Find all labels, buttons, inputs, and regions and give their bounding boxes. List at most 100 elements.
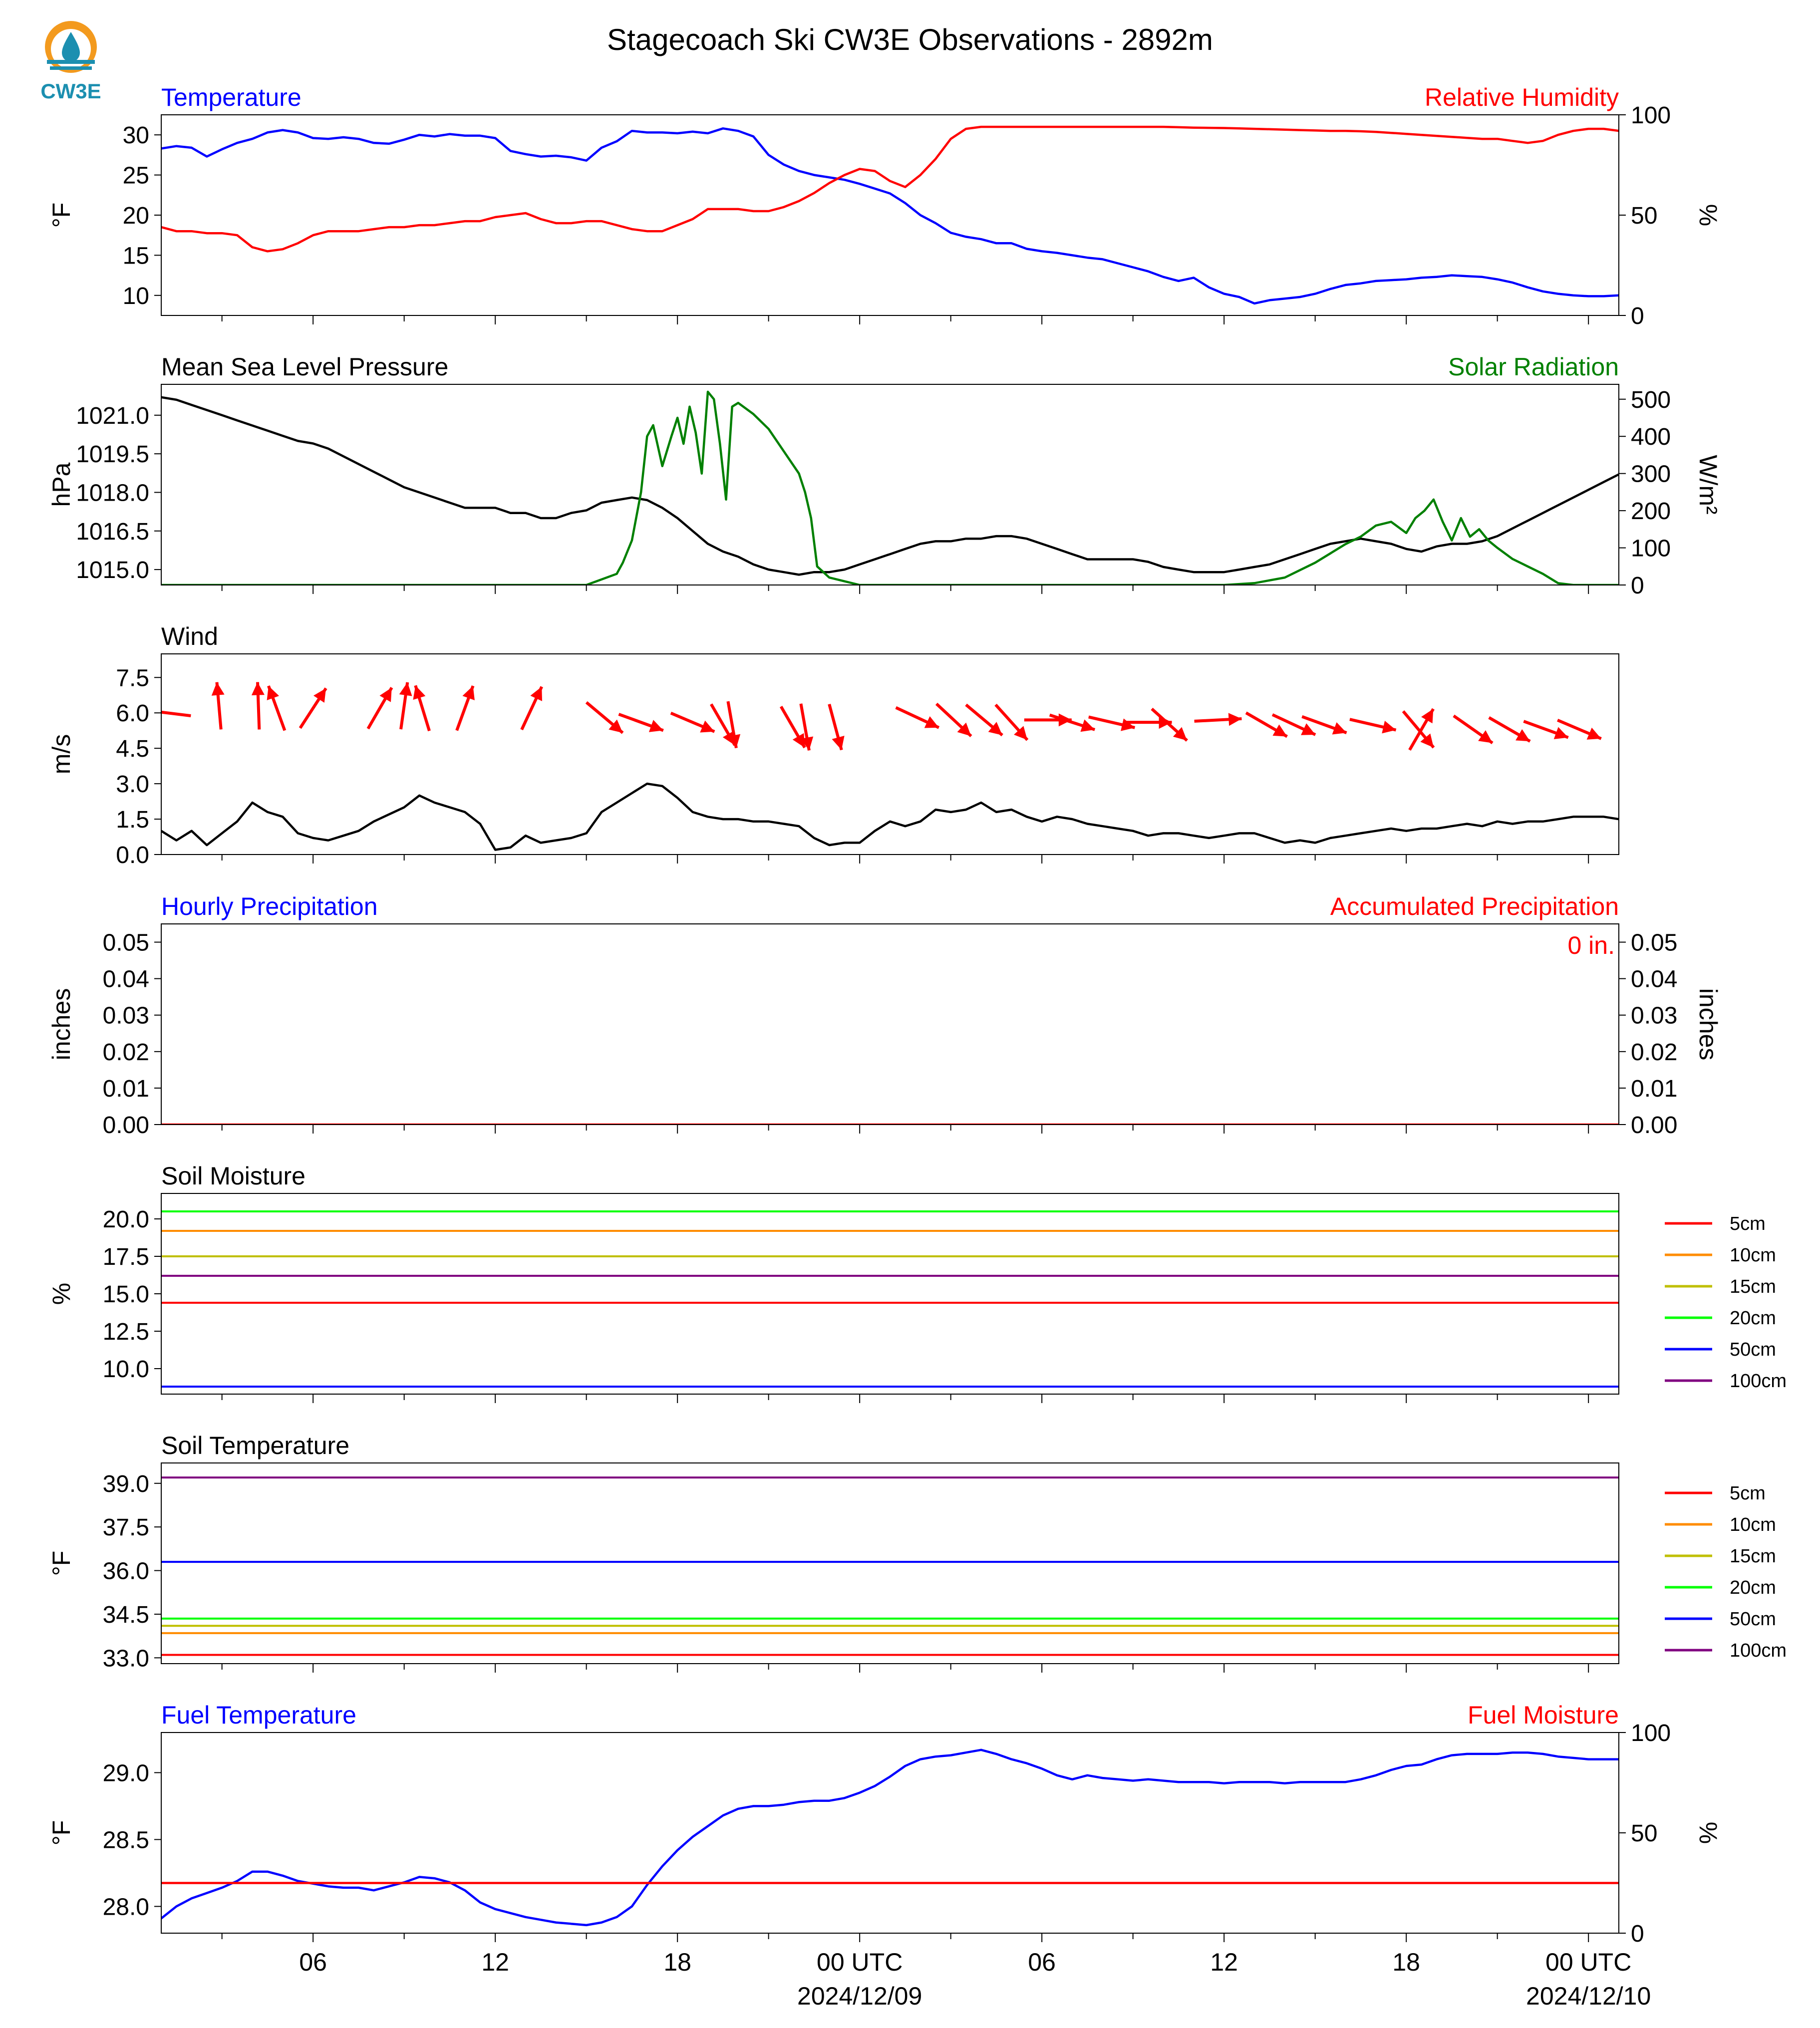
time-tick-label: 00 UTC (1545, 1948, 1631, 1976)
y-axis-label: °F (47, 1551, 75, 1576)
y-tick-label: 34.5 (103, 1602, 149, 1628)
y2-axis-label: inches (1694, 988, 1722, 1061)
time-tick-label: 18 (663, 1948, 691, 1976)
panel-data-fuel (161, 1748, 1619, 1927)
cw3e-logo: CW3E (40, 21, 101, 103)
time-date-label: 2024/12/10 (1526, 1982, 1651, 2010)
y-tick-label: 25 (123, 163, 149, 189)
wind-arrow (399, 682, 412, 730)
y-tick-label: 30 (123, 122, 149, 149)
y-tick-label: 29.0 (103, 1760, 149, 1786)
wind-arrow (994, 703, 1029, 741)
wind-arrow-head (1080, 719, 1095, 732)
panel-fuel: Fuel Temperature Fuel Moisture 28.0 28.5 29.… (47, 1701, 1722, 1947)
figure-title: Stagecoach Ski CW3E Observations - 2892m (607, 23, 1213, 56)
wind-arrow-head (1173, 727, 1187, 741)
wind-arrow (520, 686, 543, 731)
panel-title-left: Hourly Precipitation (161, 892, 378, 920)
y-tick-label: 1.5 (116, 807, 149, 833)
wind-arrow (1049, 713, 1096, 732)
panel-title-left: Soil Moisture (161, 1162, 305, 1190)
panel-frame (161, 384, 1619, 585)
y-axis-label: inches (47, 988, 75, 1061)
wind-arrow-head (608, 719, 623, 733)
wind-arrow (779, 705, 806, 749)
legend-label: 20cm (1730, 1577, 1776, 1598)
wind-arrow (413, 685, 431, 732)
y2-tick-label: 0.02 (1631, 1039, 1677, 1066)
panel-wind: Wind 0.0 1.5 3.0 4.5 6.0 7.5 m/s (47, 622, 1619, 869)
legend-item: 15cm (1665, 1276, 1776, 1297)
wind-arrow (726, 701, 741, 749)
y-tick-label: 20.0 (103, 1206, 149, 1233)
wind-arrow-head (1272, 724, 1287, 737)
wind-arrow-head (530, 686, 543, 701)
legend-label: 15cm (1730, 1546, 1776, 1567)
y-tick-label: 1021.0 (76, 403, 149, 429)
y-tick-label: 20 (123, 203, 149, 229)
wind-arrow-head (727, 734, 741, 748)
wind-arrow-head (957, 722, 971, 736)
logo-text: CW3E (40, 79, 101, 103)
wind-arrow (366, 687, 393, 730)
time-tick-label: 00 UTC (817, 1948, 903, 1976)
legend-label: 10cm (1730, 1245, 1776, 1266)
panel-pressure_solar: Mean Sea Level Pressure Solar Radiation 10… (47, 353, 1722, 599)
panel-frame (161, 1462, 1619, 1664)
legend-item: 50cm (1665, 1609, 1776, 1630)
wind-arrow-head (399, 682, 412, 696)
legend-label: 5cm (1730, 1213, 1766, 1234)
y2-tick-label: 0.03 (1631, 1003, 1677, 1029)
panel-title-left: Wind (161, 622, 218, 650)
wind-arrow (251, 682, 265, 730)
panel-soil_moisture: Soil Moisture 10.0 12.5 15.0 17.5 20.0% 5cm 10c… (47, 1162, 1787, 1403)
y2-tick-label: 50 (1631, 203, 1657, 229)
legend-label: 10cm (1730, 1514, 1776, 1535)
wind-arrow (1402, 710, 1435, 749)
time-tick-label: 06 (1028, 1948, 1056, 1976)
wind-arrow (1408, 708, 1435, 751)
panel-soil_temperature: Soil Temperature 33.0 34.5 36.0 37.5 39.0 °F 5c… (47, 1432, 1787, 1673)
y-tick-label: 0.01 (103, 1076, 149, 1102)
y-tick-label: 6.0 (116, 700, 149, 727)
legend-item: 20cm (1665, 1577, 1776, 1598)
y-tick-label: 36.0 (103, 1558, 149, 1585)
wind-arrow (965, 703, 1003, 737)
panel-data-pressure_solar (161, 390, 1619, 585)
y-tick-label: 39.0 (103, 1471, 149, 1497)
y2-tick-label: 200 (1631, 498, 1671, 525)
wind-arrow-head (648, 720, 663, 732)
series-line-temp_rh-1 (161, 125, 1619, 253)
panel-frame (161, 923, 1619, 1125)
legend-label: 100cm (1730, 1371, 1787, 1392)
panel-title-right: Solar Radiation (1448, 353, 1619, 381)
y2-tick-label: 0.05 (1631, 930, 1677, 956)
y-tick-label: 1015.0 (76, 557, 149, 583)
panel-title-left: Fuel Temperature (161, 1701, 356, 1729)
legend-label: 20cm (1730, 1308, 1776, 1329)
wind-arrow (1301, 715, 1347, 735)
wind-arrow (1245, 711, 1288, 738)
wind-arrow-head (1586, 727, 1601, 740)
y-tick-label: 1018.0 (76, 480, 149, 506)
y2-tick-label: 100 (1631, 536, 1671, 562)
y-axis-label: °F (47, 1820, 75, 1846)
legend-label: 15cm (1730, 1276, 1776, 1297)
wind-arrow-head (800, 736, 814, 751)
panel-title-left: Temperature (161, 83, 302, 111)
wind-arrow-head (792, 733, 805, 748)
y2-tick-label: 400 (1631, 424, 1671, 450)
legend-label: 100cm (1730, 1640, 1787, 1661)
wind-arrow-head (1478, 730, 1493, 743)
y-tick-label: 15 (123, 243, 149, 269)
legend-item: 20cm (1665, 1308, 1776, 1329)
legend-item: 10cm (1665, 1514, 1776, 1535)
panel-precip: Hourly Precipitation Accumulated Precipit… (47, 892, 1722, 1139)
series-line-pressure_solar-1 (161, 390, 1619, 585)
legend: 5cm 10cm 15cm 20cm 50cm 100cm (1665, 1213, 1787, 1392)
y-tick-label: 0.03 (103, 1003, 149, 1029)
panel-title-right: Fuel Moisture (1468, 1701, 1619, 1729)
panel-title-left: Soil Temperature (161, 1432, 349, 1459)
wind-arrow (299, 687, 327, 729)
wind-arrow-head (1121, 718, 1135, 731)
